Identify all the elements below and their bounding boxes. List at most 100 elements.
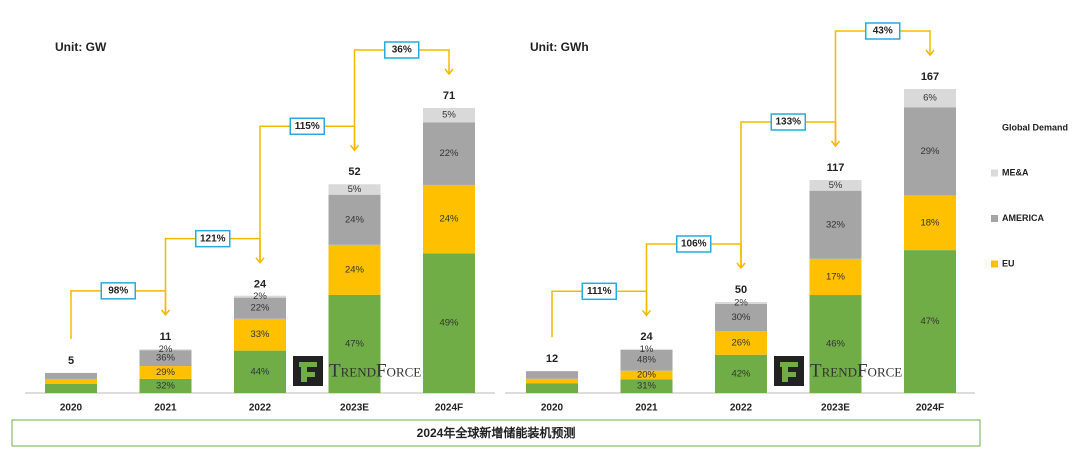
growth-box <box>100 282 136 300</box>
logo-mark <box>780 362 798 382</box>
segment-label: 47% <box>920 316 940 327</box>
segment-label: 31% <box>637 381 657 392</box>
total-label: 71 <box>443 90 455 102</box>
bar-segment <box>526 371 578 379</box>
segment-label: 49% <box>439 318 459 329</box>
segment-label: 32% <box>156 380 176 391</box>
segment-label: 47% <box>345 338 365 349</box>
bar-segment <box>45 378 97 384</box>
bar-segment <box>904 250 956 393</box>
arrow-head <box>444 68 454 76</box>
legend-swatch <box>991 169 998 177</box>
bar-segment <box>904 89 956 108</box>
growth-label: 36% <box>392 45 412 56</box>
unit-label: Unit: GWh <box>530 40 589 54</box>
bar-segment <box>234 297 286 319</box>
segment-label: 46% <box>826 339 846 350</box>
total-label: 5 <box>68 355 74 367</box>
x-tick-label: 2022 <box>730 403 753 414</box>
growth-box <box>581 282 617 301</box>
x-tick-label: 2023E <box>821 403 850 414</box>
bar-segment <box>234 295 286 298</box>
bar-segment <box>328 194 381 245</box>
segment-label: 48% <box>637 355 657 366</box>
bar-segment <box>328 184 381 195</box>
bar-segment <box>423 108 475 123</box>
segment-label: 20% <box>637 370 657 381</box>
bar-segment <box>809 190 862 259</box>
segment-label: 30% <box>731 312 751 323</box>
bar-segment <box>45 383 97 393</box>
x-tick-label: 2020 <box>541 403 564 414</box>
segment-label: 5% <box>829 180 843 191</box>
segment-label: 6% <box>923 93 937 104</box>
legend-swatch <box>991 260 998 268</box>
segment-label: 2% <box>253 291 267 302</box>
segment-label: 1% <box>640 344 654 355</box>
bar-segment <box>139 378 192 393</box>
watermark: TrendForce <box>810 360 902 381</box>
bar-segment <box>328 244 381 295</box>
growth-label: 98% <box>108 285 128 296</box>
legend-label: AMERICA <box>1002 213 1044 223</box>
bar-segment <box>620 379 673 393</box>
total-label: 52 <box>348 166 360 178</box>
bar-segment <box>423 253 475 393</box>
bar-segment <box>715 331 767 355</box>
arrow-head <box>925 49 935 57</box>
growth-label: 115% <box>295 121 320 132</box>
legend-swatch <box>991 215 998 222</box>
segment-label: 22% <box>250 303 270 314</box>
logo-mark <box>299 362 317 382</box>
bar-segment <box>620 370 673 380</box>
logo-icon <box>293 356 323 386</box>
segment-label: 2% <box>734 297 748 308</box>
x-tick-label: 2021 <box>154 403 177 414</box>
segment-label: 24% <box>345 214 365 225</box>
total-label: 167 <box>921 71 939 83</box>
growth-label: 121% <box>200 233 226 244</box>
growth-box <box>676 235 712 253</box>
segment-label: 32% <box>826 219 846 230</box>
unit-label: Unit: GW <box>55 40 107 54</box>
x-tick-label: 2022 <box>249 403 272 414</box>
growth-box <box>195 229 231 248</box>
bar-segment <box>328 294 381 393</box>
bar-segment <box>715 301 767 304</box>
x-tick-label: 2024F <box>435 403 463 414</box>
segment-label: 18% <box>920 217 940 228</box>
legend-label: EU <box>1002 258 1015 268</box>
bar-segment <box>234 350 286 393</box>
segment-label: 5% <box>348 184 362 195</box>
growth-box <box>770 113 806 131</box>
segment-label: 24% <box>345 264 365 275</box>
segment-label: 44% <box>250 366 270 377</box>
segment-label: 17% <box>826 271 846 282</box>
x-tick-label: 2023E <box>340 403 369 414</box>
legend-label: ME&A <box>1002 167 1029 177</box>
arrow-head <box>255 257 265 264</box>
bar-segment <box>809 180 862 191</box>
bar-segment <box>423 122 475 185</box>
x-tick-label: 2021 <box>635 403 658 414</box>
watermark: TrendForce <box>329 360 421 381</box>
segment-label: 2% <box>159 344 173 355</box>
total-label: 11 <box>160 331 172 343</box>
arrow-head <box>830 140 841 148</box>
segment-label: 33% <box>250 329 270 340</box>
bar-segment <box>809 258 862 296</box>
total-label: 24 <box>254 279 267 291</box>
bar-segment <box>526 378 578 384</box>
logo-icon <box>774 356 804 386</box>
growth-label: 111% <box>587 286 612 297</box>
growth-label: 133% <box>775 117 801 128</box>
segment-label: 29% <box>920 146 940 157</box>
x-tick-label: 2020 <box>60 403 83 414</box>
bar-segment <box>45 372 97 379</box>
segment-label: 22% <box>439 148 459 159</box>
caption-box <box>11 419 981 447</box>
segment-label: 26% <box>731 337 751 348</box>
segment-label: 24% <box>439 214 459 225</box>
bar-segment <box>139 366 192 379</box>
